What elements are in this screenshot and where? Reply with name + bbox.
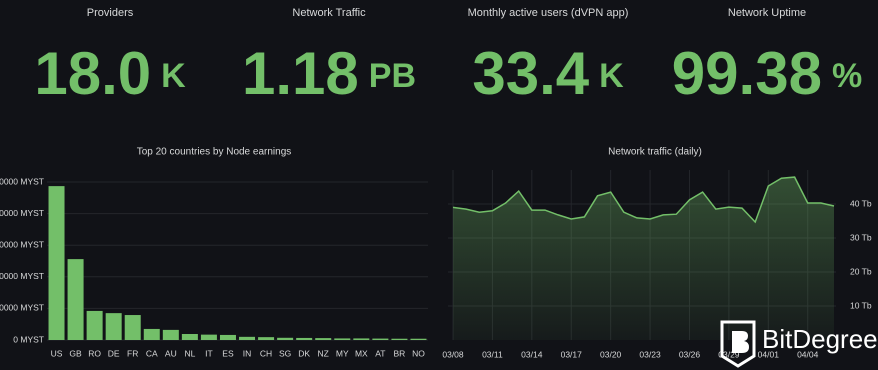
stat-unit: % [832,57,862,95]
bar [315,338,332,340]
x-tick-label: NL [184,348,195,358]
bar [200,334,217,340]
stat-title: Providers [87,7,134,19]
bar [391,338,408,340]
x-tick-label: BR [394,348,406,358]
y-tick-label: 30000 MYST [0,239,44,249]
y-tick-label: 20000 MYST [0,271,44,281]
bar [105,313,122,340]
bar [124,315,141,340]
stat-value: 1.18 PB [242,40,416,107]
x-tick-label: MY [336,348,349,358]
bar [277,337,294,340]
line [452,176,835,224]
x-tick-label: 03/17 [561,349,583,359]
stat-value: 33.4 K [472,40,624,107]
bar [258,337,275,340]
bar [296,337,313,340]
x-tick-label: AT [375,348,385,358]
x-tick-label: 04/04 [797,349,819,359]
chart-title: Network traffic (daily) [608,147,702,158]
bar [219,334,236,340]
stat-title: Network Traffic [292,7,366,19]
stat-title: Monthly active users (dVPN app) [468,7,629,19]
bar [181,333,198,340]
x-tick-label: SG [279,348,291,358]
y-tick-label: 40000 MYST [0,208,44,218]
x-tick-label: 03/29 [718,349,740,359]
x-tick-label: FR [127,348,138,358]
x-tick-label: RO [88,348,101,358]
stat-number: 18.0 [34,40,151,107]
bar [410,338,427,340]
x-tick-label: 03/08 [442,349,464,359]
bar [86,310,103,340]
x-tick-label: CA [146,348,158,358]
bar [353,338,370,340]
x-tick-label: AU [165,348,177,358]
bar [239,336,256,340]
x-tick-label: MX [355,348,368,358]
x-tick-label: IN [243,348,252,358]
stat-number: 99.38 [672,40,822,107]
bar [334,338,351,340]
y-tick-label: 0 MYST [13,334,44,344]
y-tick-label: 10 Tb [850,300,872,310]
x-tick-label: CH [260,348,272,358]
x-tick-label: DK [298,348,310,358]
watermark: BitDegree [762,324,878,354]
y-tick-label: 30 Tb [850,232,872,242]
bar [67,259,84,340]
bar [372,338,389,340]
y-tick-label: 10000 MYST [0,303,44,313]
x-tick-label: 03/26 [679,349,701,359]
x-tick-label: GB [69,348,82,358]
stat-number: 33.4 [472,40,589,107]
x-tick-label: NZ [318,348,329,358]
stat-unit: K [161,57,186,95]
x-tick-label: 03/20 [600,349,622,359]
bar [162,329,179,340]
stat-unit: K [599,57,624,95]
x-tick-label: ES [222,348,234,358]
x-tick-label: US [51,348,63,358]
x-tick-label: 03/23 [639,349,661,359]
stat-value: 18.0 K [34,40,186,107]
x-tick-label: DE [108,348,120,358]
x-tick-label: 03/14 [521,349,543,359]
y-tick-label: 50000 MYST [0,176,44,186]
chart-title: Top 20 countries by Node earnings [137,147,292,158]
watermark-logo [720,320,756,368]
x-tick-label: 04/01 [758,349,780,359]
x-tick-label: IT [205,348,213,358]
y-tick-label: 40 Tb [850,198,872,208]
x-tick-label: 03/11 [482,349,503,359]
y-tick-label: 20 Tb [850,266,872,276]
stat-unit: PB [369,57,416,95]
area [453,177,834,340]
stat-title: Network Uptime [728,7,806,19]
stat-value: 99.38% [672,40,862,107]
x-tick-label: NO [412,348,425,358]
bar [143,328,160,340]
bar [48,186,65,340]
stat-number: 1.18 [242,40,359,107]
